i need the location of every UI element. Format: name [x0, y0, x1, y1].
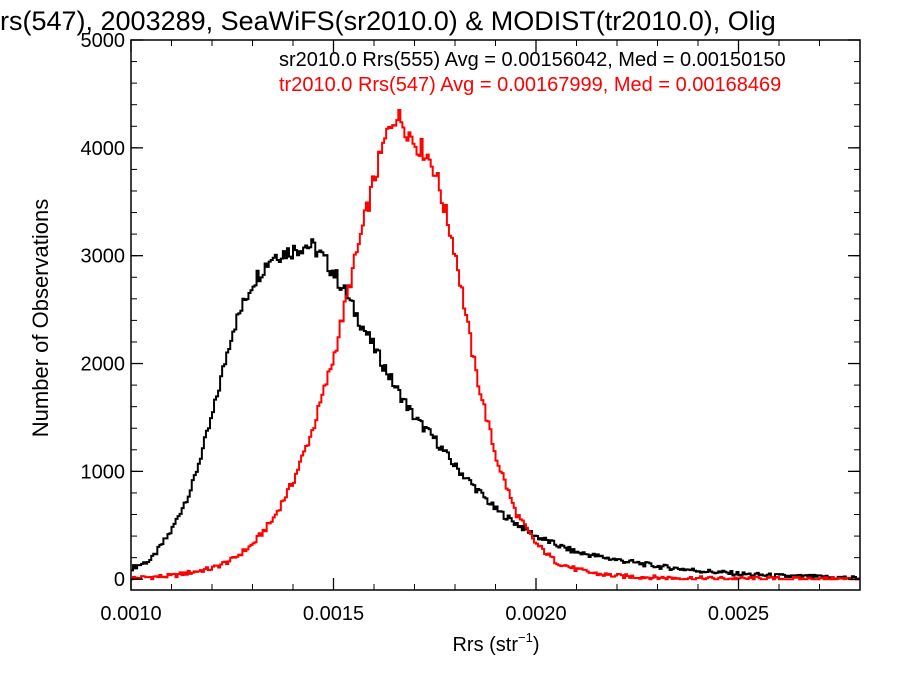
- y-tick-label: 5000: [81, 30, 126, 52]
- legend-layer: sr2010.0 Rrs(555) Avg = 0.00156042, Med …: [279, 49, 786, 96]
- x-axis-label-base: Rrs (str: [452, 634, 518, 656]
- x-axis-label: Rrs (str−1): [452, 630, 539, 656]
- x-tick-label: 0.0010: [100, 603, 161, 625]
- x-tick-label: 0.0020: [505, 603, 566, 625]
- x-tick-label: 0.0015: [303, 603, 364, 625]
- series-layer: [131, 108, 860, 581]
- y-tick-label: 3000: [81, 246, 126, 268]
- legend-entry-1: sr2010.0 Rrs(555) Avg = 0.00156042, Med …: [279, 49, 786, 71]
- axes-layer: 0.0010 0.0015 0.0020 0.0025 0 1000 2000 3000 400…: [81, 30, 861, 625]
- series-line-1: [131, 238, 860, 581]
- x-tick-label: 0.0025: [708, 603, 769, 625]
- y-tick-label: 1000: [81, 461, 126, 483]
- x-axis-label-exponent: −1: [518, 630, 533, 645]
- series-line-2: [131, 108, 860, 581]
- y-axis-label: Number of Observations: [28, 199, 53, 437]
- legend-entry-2: tr2010.0 Rrs(547) Avg = 0.00167999, Med …: [279, 74, 781, 96]
- y-tick-label: 0: [114, 569, 125, 591]
- y-tick-label: 4000: [81, 138, 126, 160]
- y-tick-label: 2000: [81, 354, 126, 376]
- x-axis-label-close: ): [533, 634, 540, 656]
- chart-title: rs(547), 2003289, SeaWiFS(sr2010.0) & MO…: [0, 6, 776, 36]
